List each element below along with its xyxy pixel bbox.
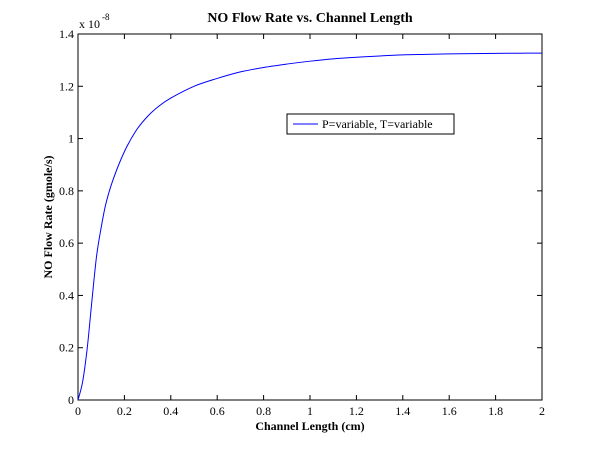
legend-box (286, 113, 455, 135)
y-axis-ticks: 0 0.2 0.4 0.6 0.8 1 1.2 1.4 (59, 27, 542, 407)
legend: P=variable, T=variable (286, 113, 455, 135)
x-axis-ticks: 0 0.2 0.4 0.6 0.8 1 1.2 1.4 1.6 1.8 2 (75, 34, 545, 418)
y-tick-label-2: 0.4 (59, 288, 74, 302)
y-axis-label: NO Flow Rate (gmole/s) (41, 156, 55, 279)
y-multiplier-exponent: -8 (102, 12, 110, 22)
y-axis-multiplier: x 10 -8 (79, 12, 110, 31)
x-tick-label-8: 1.6 (442, 404, 457, 418)
x-tick-label-0: 0 (75, 404, 81, 418)
x-tick-label-7: 1.4 (395, 404, 410, 418)
y-tick-label-6: 1.2 (59, 79, 74, 93)
plot-area-frame (77, 33, 543, 401)
x-tick-label-3: 0.6 (210, 404, 225, 418)
y-tick-label-0: 0 (68, 393, 74, 407)
x-tick-label-9: 1.8 (488, 404, 503, 418)
chart-title: NO Flow Rate vs. Channel Length (207, 11, 413, 26)
y-tick-label-4: 0.8 (59, 184, 74, 198)
x-tick-label-6: 1.2 (349, 404, 364, 418)
legend-entry-label: P=variable, T=variable (322, 117, 433, 131)
x-axis-label: Channel Length (cm) (255, 419, 364, 433)
y-tick-label-3: 0.6 (59, 236, 74, 250)
x-tick-label-5: 1 (307, 404, 313, 418)
x-tick-label-10: 2 (539, 404, 545, 418)
y-tick-label-7: 1.4 (59, 27, 74, 41)
x-tick-label-4: 0.8 (256, 404, 271, 418)
y-tick-label-1: 0.2 (59, 341, 74, 355)
x-tick-label-2: 0.4 (163, 404, 178, 418)
series-line-p-variable-t-variable (77, 52, 543, 401)
x-tick-label-1: 0.2 (117, 404, 132, 418)
y-tick-label-5: 1 (68, 132, 74, 146)
y-multiplier-base: x 10 (79, 17, 100, 31)
